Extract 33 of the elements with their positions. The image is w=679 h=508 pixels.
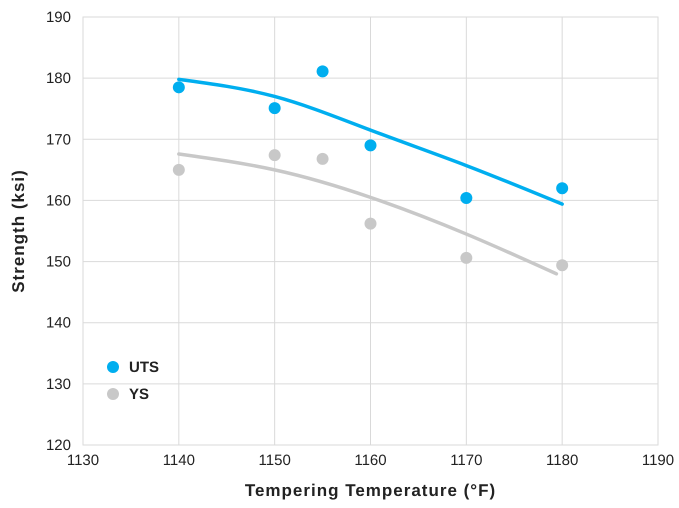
- x-tick-label: 1190: [642, 452, 674, 469]
- y-tick-label: 180: [46, 70, 71, 88]
- x-tick-label: 1180: [546, 452, 578, 469]
- x-axis-title: Tempering Temperature (°F): [244, 481, 496, 500]
- y-tick-label: 170: [46, 131, 71, 148]
- point: [172, 164, 185, 176]
- y-tick-label: 140: [46, 314, 71, 332]
- y-tick-label: 120: [46, 437, 71, 454]
- legend-label: UTS: [129, 359, 159, 376]
- x-tick-label: 1130: [66, 452, 100, 469]
- point: [268, 102, 281, 114]
- point: [556, 182, 568, 194]
- x-tick-label: 1150: [258, 452, 291, 469]
- point: [316, 65, 329, 78]
- legend-label: YS: [129, 386, 150, 403]
- point: [268, 149, 281, 162]
- y-tick-label: 150: [46, 254, 71, 271]
- x-tick-label: 1160: [354, 452, 387, 469]
- y-tick-label: 190: [46, 9, 71, 26]
- line-series: [177, 78, 564, 206]
- point: [364, 218, 376, 230]
- point: [556, 259, 568, 272]
- point: [172, 81, 185, 94]
- x-tick-label: 1170: [450, 452, 482, 469]
- point: [364, 139, 376, 152]
- y-tick-label: 130: [46, 376, 71, 393]
- x-tick-label: 1140: [162, 452, 195, 469]
- point: [316, 152, 329, 165]
- line-series: [177, 152, 558, 276]
- point: [460, 252, 472, 264]
- y-axis-title: Strength (ksi): [9, 169, 28, 293]
- y-tick-label: 160: [46, 192, 71, 210]
- point: [460, 192, 472, 204]
